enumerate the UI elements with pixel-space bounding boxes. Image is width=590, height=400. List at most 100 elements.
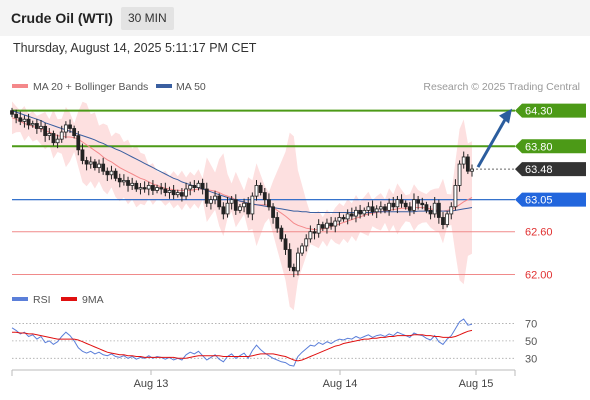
candle-body — [316, 224, 321, 234]
rsi-ma-line — [12, 329, 473, 362]
candle-body — [329, 222, 333, 227]
candle-body — [175, 192, 180, 196]
candle-body — [121, 180, 126, 183]
candle-body — [333, 220, 338, 227]
candle-body — [213, 195, 217, 201]
level-label-3: 63.05 — [525, 195, 553, 207]
rsi-tick-2: 30 — [525, 353, 537, 365]
candle-body — [416, 199, 421, 204]
candle-body — [374, 208, 379, 213]
candle-body — [180, 192, 184, 197]
legend-swatch-rsi — [12, 297, 28, 301]
candle-body — [142, 187, 147, 190]
candle-body — [428, 209, 433, 215]
candle-body — [113, 170, 118, 179]
x-axis: Aug 13 Aug 14 Aug 15 — [11, 369, 516, 390]
candle-body — [267, 199, 271, 208]
candle-body — [420, 202, 425, 206]
candle-body — [204, 188, 209, 204]
candle-body — [155, 187, 159, 191]
candle-body — [55, 138, 60, 144]
level-label-1: 63.80 — [525, 141, 553, 153]
legend-label-ma20: MA 20 + Bollinger Bands — [33, 81, 148, 93]
candle-body — [97, 163, 101, 169]
candle-body — [10, 110, 14, 115]
candle-body — [341, 217, 346, 220]
candle-body — [246, 202, 251, 215]
candle-body — [262, 192, 267, 201]
candle-body — [76, 135, 81, 151]
candle-body — [283, 238, 288, 250]
candle-body — [378, 206, 383, 210]
candle-body — [18, 117, 23, 122]
candle-body — [300, 245, 304, 254]
candle-body — [465, 156, 470, 172]
instrument-title: Crude Oil (WTI) — [11, 10, 113, 26]
bollinger-bands — [12, 101, 472, 311]
candle-body — [254, 185, 259, 197]
header-bar: Crude Oil (WTI) 30 MIN — [0, 0, 590, 36]
candle-body — [188, 185, 193, 190]
level-tag-1 — [515, 139, 586, 154]
candle-body — [441, 217, 445, 225]
candle-body — [184, 188, 188, 197]
legend-swatch-ma50 — [156, 84, 172, 88]
candle-body — [117, 177, 122, 183]
candle-body — [366, 206, 371, 211]
bollinger-band-area — [12, 101, 472, 311]
x-tick-label-2: Aug 15 — [459, 378, 494, 390]
candle-body — [403, 202, 408, 208]
legend-swatch-ma20 — [12, 84, 28, 88]
candle-body — [109, 170, 114, 176]
candle-body — [217, 195, 222, 208]
candle-body — [362, 209, 367, 215]
level-label-0: 64.30 — [525, 106, 553, 118]
arrow-shaft — [476, 118, 507, 168]
candle-body — [453, 185, 458, 208]
candle-body — [221, 206, 226, 215]
candle-body — [370, 206, 375, 213]
level-tag-2 — [515, 162, 586, 177]
candle-body — [399, 199, 404, 204]
x-tick-label-1: Aug 14 — [323, 378, 358, 390]
rsi-tick-0: 70 — [525, 318, 537, 330]
x-tick-label-0: Aug 13 — [134, 378, 169, 390]
candle-body — [312, 231, 317, 234]
legend-label-9ma: 9MA — [82, 294, 104, 306]
candle-body — [196, 182, 201, 188]
timestamp: Thursday, August 14, 2025 5:11:17 PM CET — [13, 41, 257, 55]
candle-body — [51, 133, 56, 144]
candle-body — [92, 161, 97, 169]
candle-body — [337, 217, 342, 222]
legend-swatch-9ma — [61, 297, 77, 301]
level-label-5: 62.00 — [525, 269, 553, 281]
credit-text: Research © 2025 Trading Central — [423, 81, 580, 93]
candle-body — [209, 199, 213, 204]
candle-body — [436, 202, 441, 218]
candle-body — [279, 227, 284, 240]
candle-body — [192, 185, 197, 188]
legend-label-ma50: MA 50 — [176, 81, 206, 93]
candle-body — [383, 206, 387, 211]
candle-body — [250, 195, 255, 215]
candle-body — [151, 185, 155, 191]
arrow-head — [499, 108, 512, 124]
legend-label-rsi: RSI — [33, 294, 51, 306]
rsi-panel: 70 50 30 — [11, 318, 537, 367]
level-label-4: 62.60 — [525, 227, 553, 239]
candlesticks — [10, 107, 474, 278]
timeframe-badge[interactable]: 30 MIN — [121, 7, 174, 30]
candle-body — [43, 125, 48, 137]
candle-body — [387, 202, 392, 211]
candle-body — [242, 202, 246, 208]
candle-body — [26, 118, 31, 126]
candle-body — [138, 187, 143, 190]
candle-body — [146, 185, 151, 190]
candle-body — [271, 206, 275, 218]
candle-body — [167, 190, 172, 193]
candle-body — [461, 156, 466, 165]
candle-body — [159, 187, 164, 190]
candle-body — [80, 149, 85, 161]
candle-body — [449, 206, 454, 215]
